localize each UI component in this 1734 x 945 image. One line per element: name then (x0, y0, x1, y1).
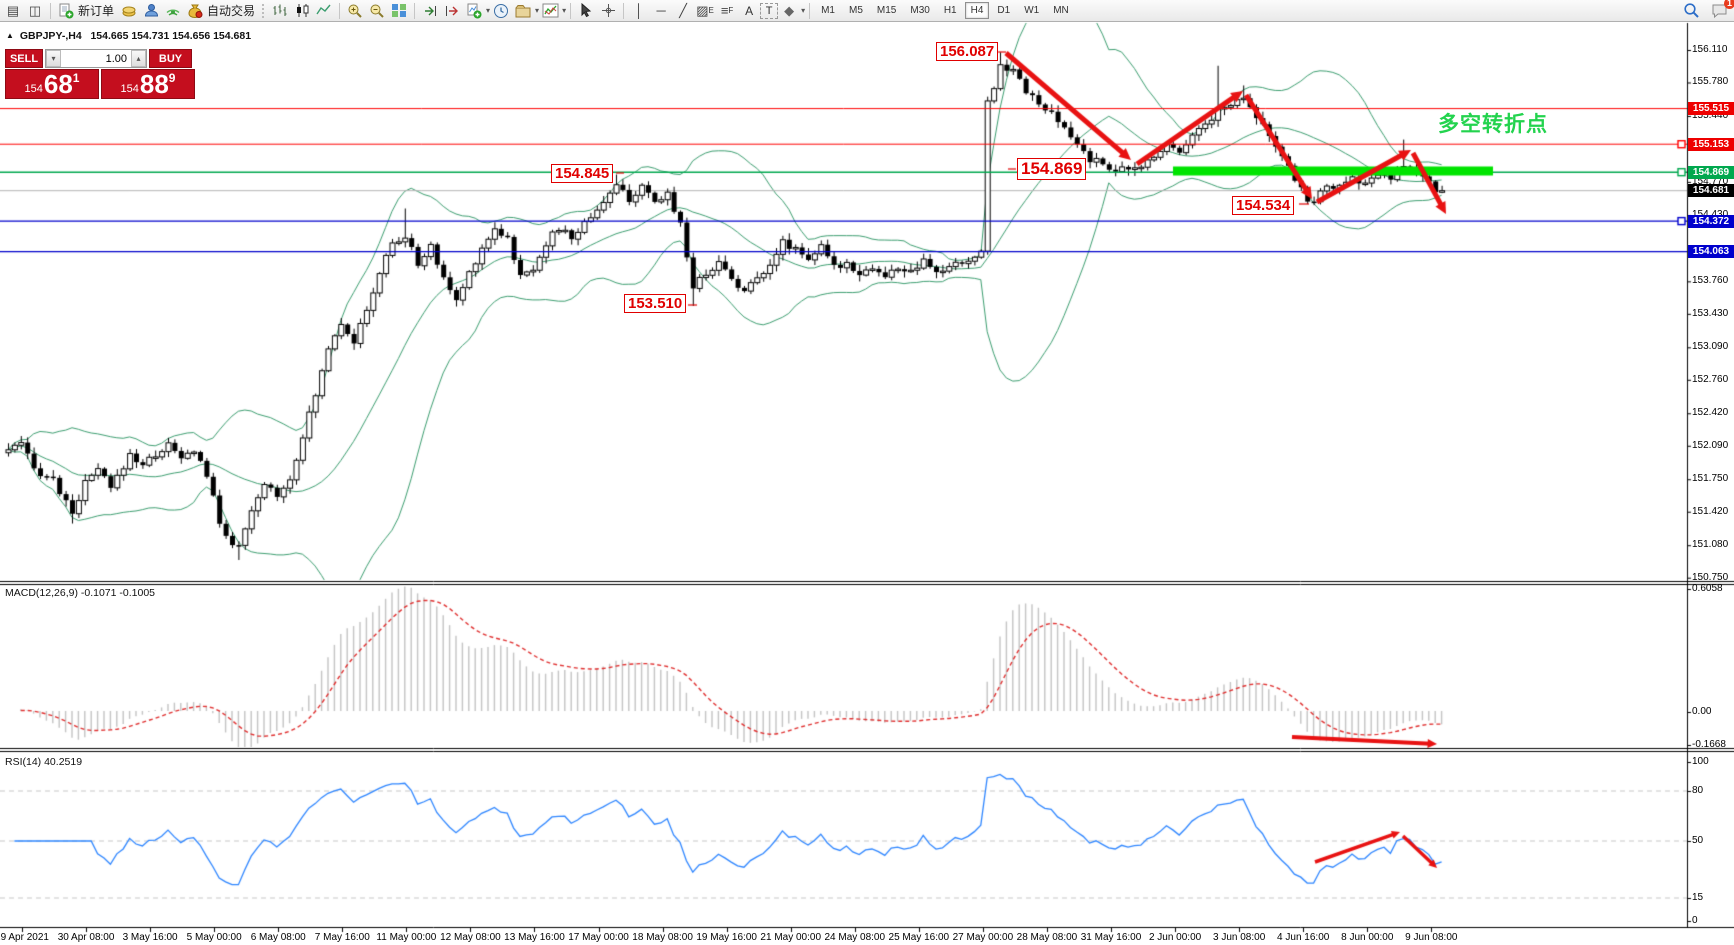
tile-windows-icon[interactable] (388, 2, 410, 20)
crosshair-icon[interactable] (597, 2, 619, 20)
symbol-name: GBPJPY-,H4 (19, 30, 82, 42)
text-tool-icon[interactable]: A (745, 3, 754, 18)
timeframe-m30[interactable]: M30 (910, 5, 930, 16)
new-chart-icon[interactable] (463, 2, 485, 20)
toolbar-separator (414, 2, 416, 19)
timeframe-m5[interactable]: M5 (849, 5, 863, 16)
chat-notification-badge: 1 (1723, 0, 1734, 9)
new-order-icon[interactable] (55, 2, 77, 20)
zoom-in-icon[interactable] (344, 2, 366, 20)
buy-price-display[interactable]: 154 88 9 (101, 69, 195, 99)
cursor-icon[interactable] (575, 2, 597, 20)
chart-shift-icon[interactable] (441, 2, 463, 20)
sell-price-display[interactable]: 154 68 1 (5, 69, 99, 99)
new-order-label[interactable]: 新订单 (78, 4, 115, 18)
one-click-trading-panel: SELL ▾ ▴ BUY 154 68 1 154 88 9 (5, 49, 196, 99)
line-chart-type-icon[interactable] (313, 2, 335, 20)
toolbar-grip (262, 3, 266, 18)
fibo-letter: F (728, 6, 734, 15)
charts-list-icon[interactable]: ▤ (6, 3, 20, 18)
signals-icon[interactable] (162, 2, 184, 20)
collapse-triangle-icon[interactable]: ▲ (6, 31, 14, 40)
channel-tool-icon[interactable]: ▨ E (694, 2, 716, 20)
shapes-dropdown-icon[interactable]: ▾ (801, 6, 806, 15)
channel-glyph: ▨ (696, 3, 709, 18)
metaeditor-icon[interactable] (118, 2, 140, 20)
auto-scroll-icon[interactable] (419, 2, 441, 20)
timeframe-h1[interactable]: H1 (943, 5, 957, 16)
vertical-line-tool-icon[interactable]: │ (635, 3, 644, 18)
data-window-icon[interactable]: ◫ (28, 3, 42, 18)
indicators-icon[interactable] (539, 2, 561, 20)
symbol-ohlc-values: 154.665 154.731 154.656 154.681 (90, 30, 252, 42)
timeframe-w1[interactable]: W1 (1024, 5, 1040, 16)
symbol-info-line: ▲ GBPJPY-,H4 154.665 154.731 154.656 154… (6, 30, 251, 42)
volume-down-button[interactable]: ▾ (46, 50, 61, 67)
autotrading-label[interactable]: 自动交易 (207, 4, 256, 18)
timeframe-m1[interactable]: M1 (821, 5, 835, 16)
sell-button[interactable]: SELL (5, 49, 43, 68)
toolbar-separator (809, 2, 811, 19)
label-tool-icon[interactable]: T (760, 2, 779, 19)
toolbar-separator (570, 2, 572, 19)
toolbar-separator (623, 2, 625, 19)
horizontal-line-tool-icon[interactable]: ─ (656, 3, 666, 18)
toolbar-separator (50, 2, 51, 19)
timeframe-d1[interactable]: D1 (997, 5, 1011, 16)
volume-stepper: ▾ ▴ (45, 49, 147, 68)
buy-button[interactable]: BUY (149, 49, 192, 68)
timeframe-m15[interactable]: M15 (876, 5, 897, 16)
volume-input[interactable] (61, 50, 131, 67)
buy-price-sup: 9 (168, 71, 176, 85)
search-icon[interactable] (1680, 2, 1702, 20)
candlestick-type-icon[interactable] (291, 2, 313, 20)
fibonacci-tool-icon[interactable]: ≡ F (716, 2, 738, 20)
toolbar: ▤ ◫ 新订单 自动交易 ▾ (0, 0, 1734, 22)
new-chart-dropdown-icon[interactable]: ▾ (486, 6, 491, 15)
fibo-glyph: ≡ (720, 3, 729, 18)
indicators-dropdown-icon[interactable]: ▾ (562, 6, 567, 15)
profiles-icon[interactable] (512, 2, 534, 20)
period-clock-icon[interactable] (490, 2, 512, 20)
volume-up-button[interactable]: ▴ (131, 50, 146, 67)
community-icon[interactable] (140, 2, 162, 20)
sell-price-big: 68 (43, 69, 73, 99)
profiles-dropdown-icon[interactable]: ▾ (535, 6, 540, 15)
toolbar-separator (339, 2, 341, 19)
sell-price-sup: 1 (72, 71, 80, 85)
buy-price-big: 88 (139, 69, 169, 99)
buy-price-small: 154 (120, 83, 139, 95)
trendline-tool-icon[interactable]: ╱ (679, 3, 687, 18)
zoom-out-icon[interactable] (366, 2, 388, 20)
timeframe-h4[interactable]: H4 (964, 2, 990, 19)
bar-chart-type-icon[interactable] (269, 2, 291, 20)
timeframe-mn[interactable]: MN (1053, 5, 1069, 16)
chat-icon[interactable]: 1 (1708, 0, 1734, 20)
sell-price-small: 154 (24, 83, 43, 95)
timeframe-group: M1 M5 M15 M30 H1 H4 D1 W1 MN (814, 2, 1076, 19)
channel-letter: E (708, 6, 714, 15)
autotrading-icon[interactable] (184, 2, 206, 20)
shapes-tool-icon[interactable]: ◆ (784, 3, 795, 18)
